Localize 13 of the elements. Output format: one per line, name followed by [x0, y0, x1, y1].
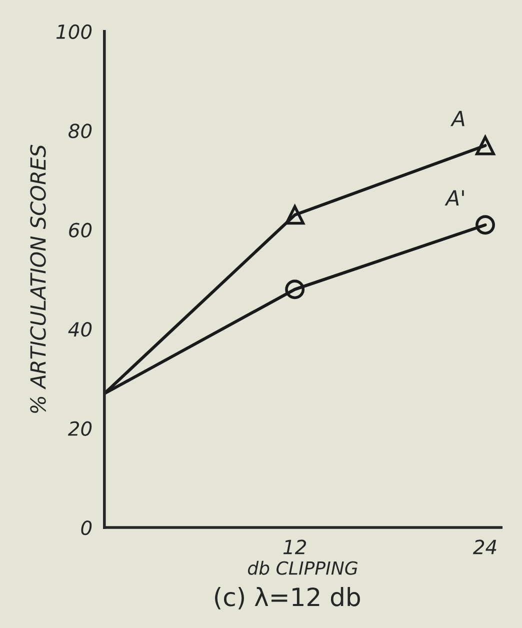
- y-tick-label: 20: [68, 421, 92, 436]
- text: (c) λ=12 db: [215, 587, 360, 610]
- y-tick-label: 100: [56, 24, 92, 40]
- y-axis-title: % ARTICULATION SCORES: [30, 144, 46, 413]
- x-axis-title: db CLIPPING: [248, 560, 358, 575]
- y-tick-label: 60: [69, 222, 92, 238]
- x-tick-label: 12: [283, 540, 306, 554]
- x-tick-label: 24: [472, 540, 496, 554]
- y-tick-label: 40: [68, 322, 92, 337]
- series-label: A': [444, 190, 464, 206]
- y-tick-label: 80: [68, 124, 92, 138]
- series-label: A: [450, 110, 464, 126]
- y-tick-label: 0: [81, 520, 92, 536]
